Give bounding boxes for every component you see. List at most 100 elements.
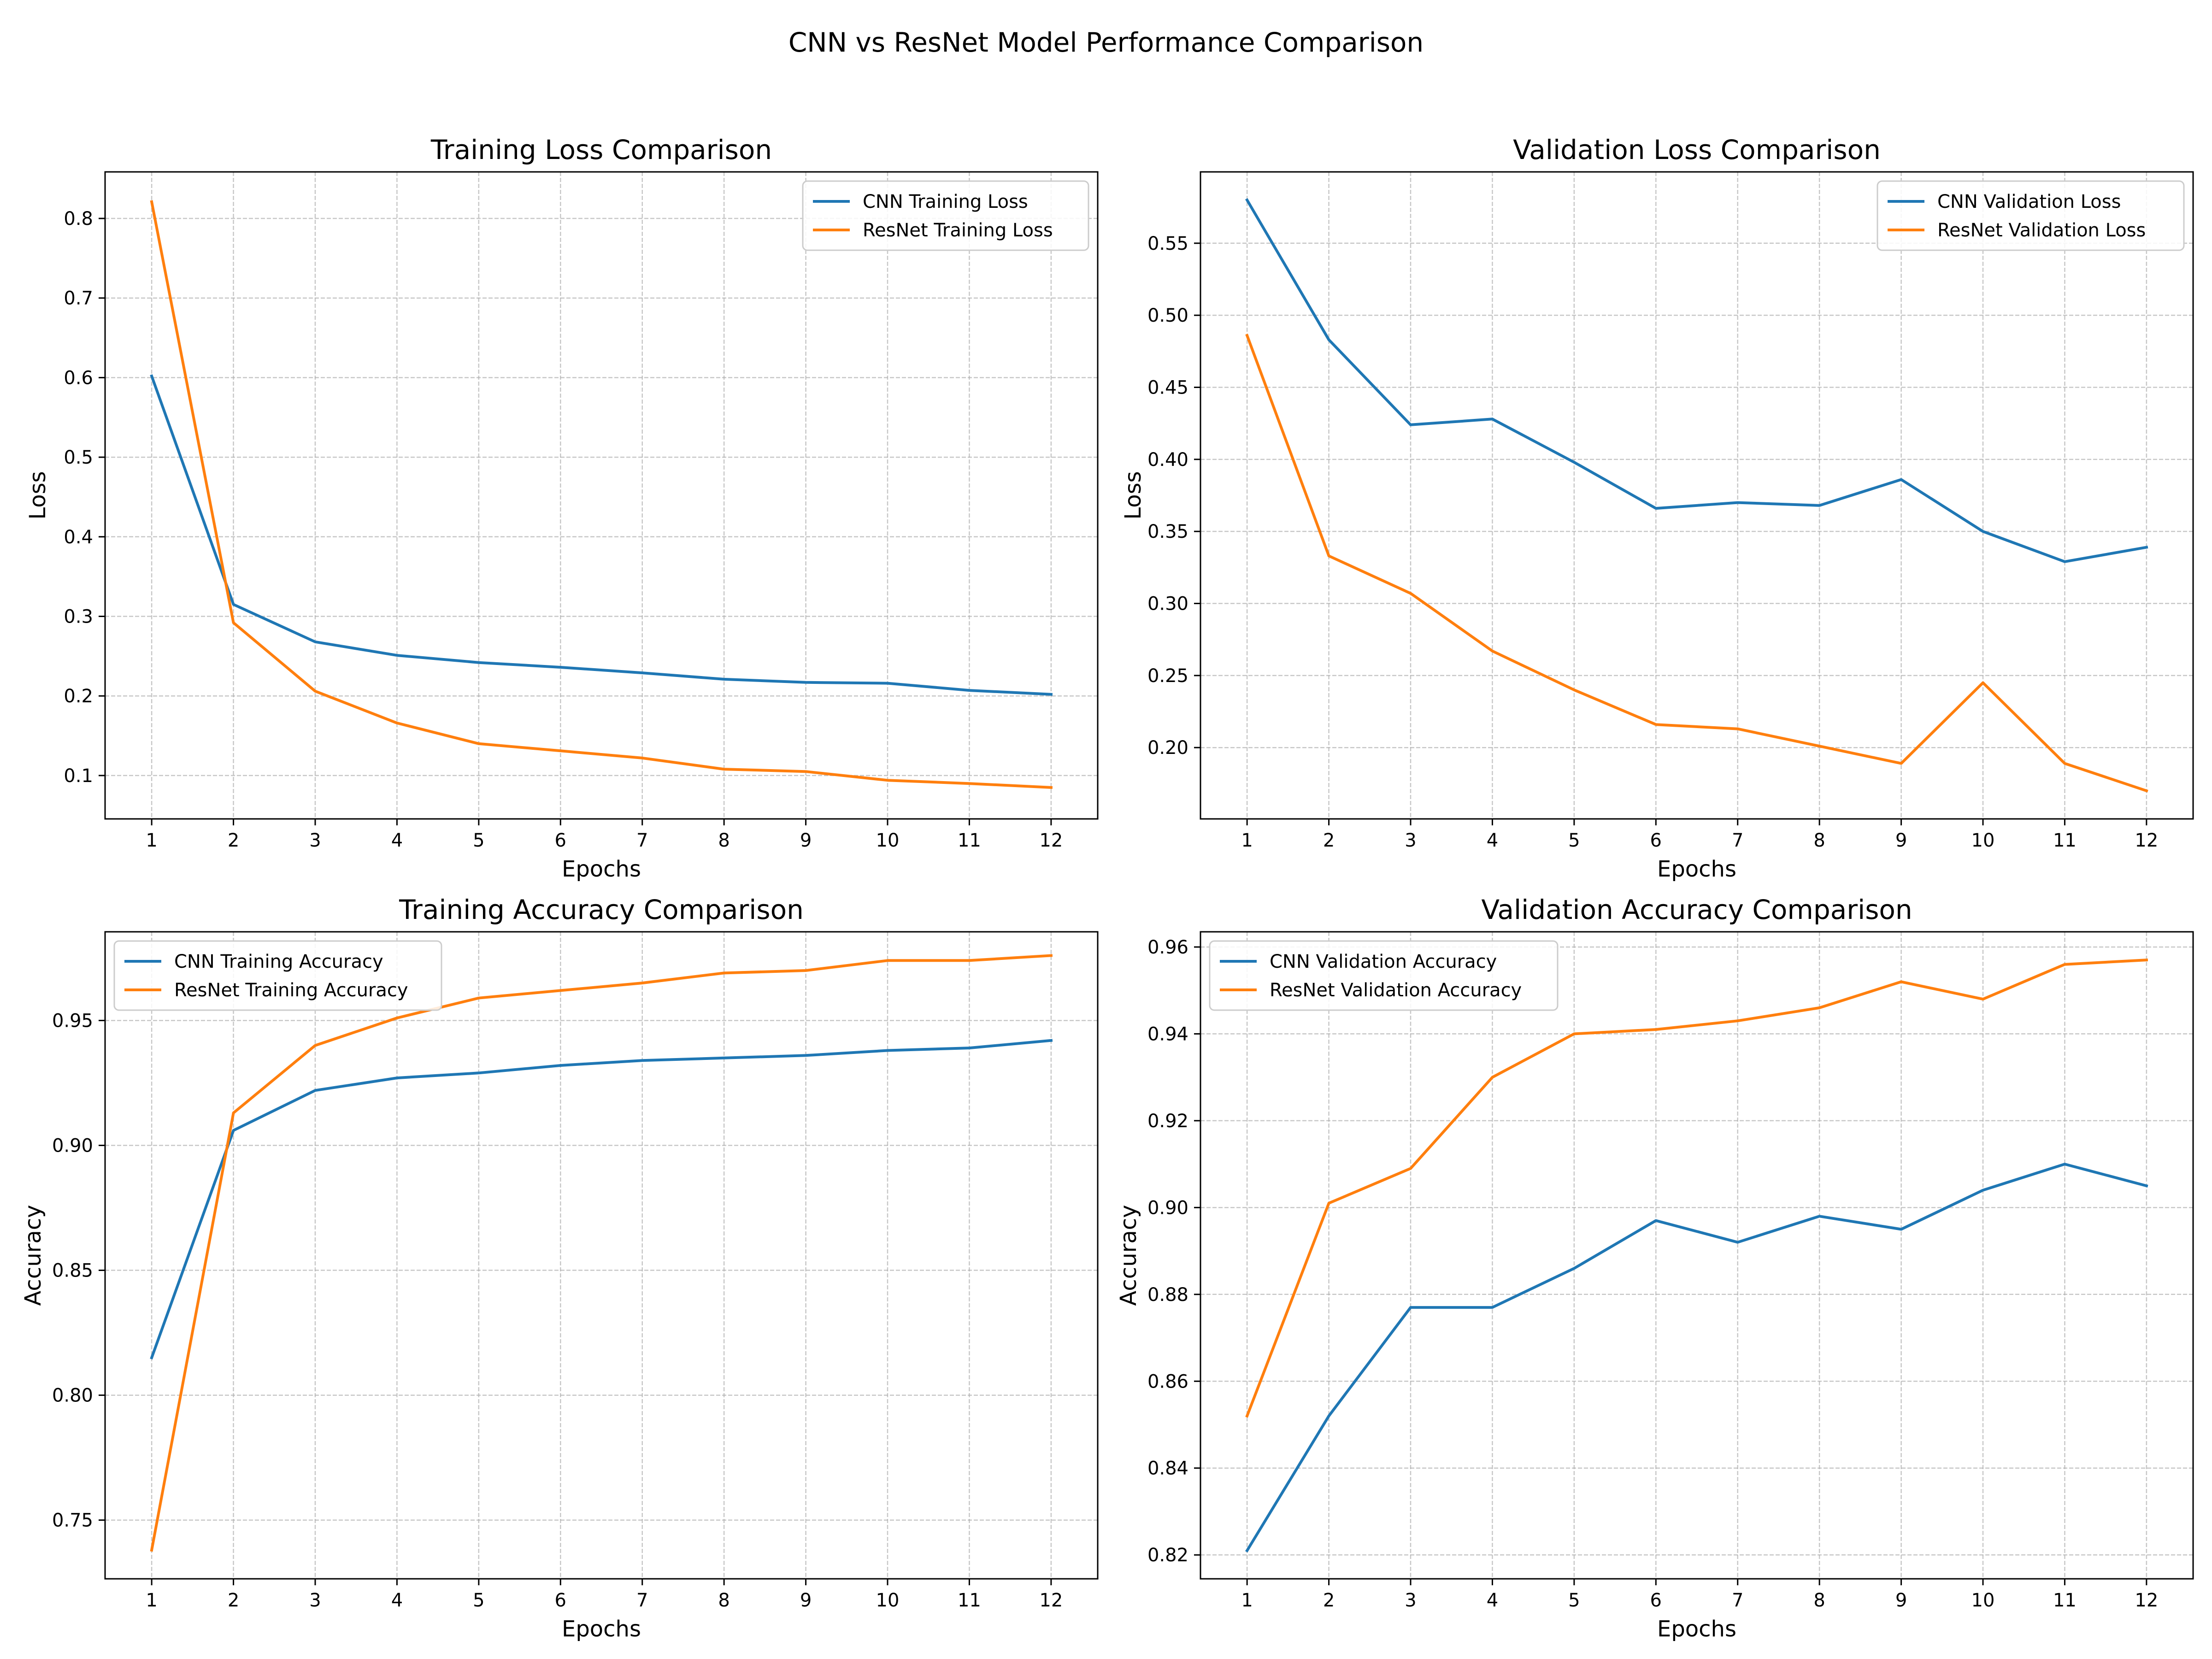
x-tick-label: 9 <box>800 1590 812 1611</box>
y-tick-label: 0.92 <box>1147 1111 1188 1132</box>
legend: CNN Validation Accuracy ResNet Validation… <box>1209 940 1559 1011</box>
x-tick-label: 5 <box>473 1590 484 1611</box>
y-tick-label: 0.90 <box>1147 1197 1188 1218</box>
x-tick-label: 8 <box>1813 1590 1825 1611</box>
legend: CNN Training Accuracy ResNet Training Acc… <box>113 940 442 1011</box>
legend-box <box>113 940 442 1011</box>
x-tick-label: 3 <box>309 830 321 851</box>
subplot-1: 1 2 3 4 5 6 7 8 9 10 11 120.10.20.30.40.50.60.70.8T… <box>25 134 1099 882</box>
y-tick-label: 0.86 <box>1147 1371 1188 1392</box>
y-tick-label: 0.40 <box>1147 449 1188 471</box>
y-axis-label: Accuracy <box>1116 1205 1141 1306</box>
x-tick-label: 1 <box>146 830 157 851</box>
x-tick-label: 12 <box>1039 1590 1063 1611</box>
x-tick-label: 9 <box>800 830 812 851</box>
y-tick-label: 0.94 <box>1147 1024 1188 1045</box>
x-tick-label: 7 <box>636 1590 648 1611</box>
y-tick-label: 0.30 <box>1147 594 1188 615</box>
legend-label-cnn: CNN Validation Accuracy <box>1270 951 1497 972</box>
x-tick-label: 8 <box>1813 830 1825 851</box>
subplot-title: Training Loss Comparison <box>430 134 772 165</box>
y-tick-label: 0.90 <box>52 1135 93 1156</box>
cnn-series-line <box>150 1039 1053 1360</box>
gridlines <box>105 172 1098 819</box>
y-tick-label: 0.35 <box>1147 521 1188 542</box>
y-tick-label: 0.45 <box>1147 377 1188 398</box>
resnet-series-line <box>1245 334 2148 793</box>
x-tick-label: 6 <box>555 1590 566 1611</box>
x-axis-label: Epochs <box>1657 856 1736 882</box>
plot-area <box>105 932 1098 1579</box>
plot-area <box>1200 172 2193 819</box>
gridlines <box>1200 172 2193 819</box>
legend-label-resnet: ResNet Training Loss <box>863 220 1053 241</box>
legend-label-resnet: ResNet Validation Loss <box>1937 220 2146 241</box>
axes-frame <box>1200 171 2194 820</box>
legend: CNN Training Loss ResNet Training Loss <box>802 180 1089 251</box>
y-tick-label: 0.80 <box>52 1385 93 1406</box>
x-tick-label: 2 <box>1323 1590 1335 1611</box>
y-tick-label: 0.5 <box>64 447 93 468</box>
legend-label-resnet: ResNet Validation Accuracy <box>1270 980 1522 1001</box>
x-tick-label: 4 <box>391 830 403 851</box>
y-tick-label: 0.1 <box>64 765 93 787</box>
x-tick-label: 7 <box>1732 830 1743 851</box>
y-tick-label: 0.25 <box>1147 665 1188 687</box>
x-tick-label: 12 <box>2135 1590 2158 1611</box>
y-tick-label: 0.20 <box>1147 737 1188 759</box>
legend-label-cnn: CNN Training Loss <box>863 191 1028 212</box>
y-tick-label: 0.6 <box>64 367 93 388</box>
subplot-title: Training Accuracy Comparison <box>399 894 804 925</box>
x-tick-label: 1 <box>1241 830 1253 851</box>
axes-frame <box>1200 931 2194 1580</box>
subplot-3: 1 2 3 4 5 6 7 8 9 10 11 120.750.800.850.900.95Train… <box>20 894 1099 1642</box>
x-axis-label: Epochs <box>1657 1616 1736 1642</box>
x-tick-label: 4 <box>391 1590 403 1611</box>
x-tick-label: 3 <box>1405 1590 1416 1611</box>
axes-frame <box>104 931 1099 1580</box>
x-tick-label: 10 <box>876 1590 900 1611</box>
y-tick-label: 0.7 <box>64 288 93 309</box>
legend-label-cnn: CNN Validation Loss <box>1937 191 2121 212</box>
y-tick-label: 0.55 <box>1147 233 1188 254</box>
x-tick-label: 11 <box>2053 830 2077 851</box>
x-tick-label: 7 <box>1732 1590 1743 1611</box>
x-tick-label: 8 <box>718 1590 729 1611</box>
y-tick-label: 0.2 <box>64 686 93 707</box>
y-tick-label: 0.3 <box>64 606 93 627</box>
y-tick-label: 0.95 <box>52 1010 93 1031</box>
subplot-title: Validation Accuracy Comparison <box>1481 894 1912 925</box>
x-tick-label: 5 <box>473 830 484 851</box>
y-axis-label: Loss <box>25 471 51 519</box>
subplot-title: Validation Loss Comparison <box>1513 134 1881 165</box>
cnn-series-line <box>1245 1163 2148 1553</box>
y-tick-label: 0.88 <box>1147 1284 1188 1306</box>
cnn-series-line <box>150 374 1053 696</box>
x-tick-label: 5 <box>1568 1590 1580 1611</box>
x-tick-label: 9 <box>1895 1590 1907 1611</box>
x-tick-label: 6 <box>1650 1590 1662 1611</box>
x-tick-label: 12 <box>1039 830 1063 851</box>
x-tick-label: 2 <box>1323 830 1335 851</box>
legend-label-cnn: CNN Training Accuracy <box>174 951 383 972</box>
x-tick-label: 2 <box>228 830 239 851</box>
y-tick-label: 0.96 <box>1147 937 1188 958</box>
legend: CNN Validation Loss ResNet Validation Los… <box>1877 180 2185 251</box>
y-tick-label: 0.8 <box>64 208 93 229</box>
y-tick-label: 0.75 <box>52 1510 93 1531</box>
x-tick-label: 10 <box>1971 830 1995 851</box>
cnn-series-line <box>1245 198 2148 563</box>
x-tick-label: 9 <box>1895 830 1907 851</box>
axes-frame <box>104 171 1099 820</box>
x-tick-label: 11 <box>958 830 981 851</box>
figure-title: CNN vs ResNet Model Performance Comparis… <box>788 27 1424 58</box>
x-tick-label: 8 <box>718 830 729 851</box>
x-tick-label: 4 <box>1487 1590 1498 1611</box>
x-tick-label: 4 <box>1487 830 1498 851</box>
x-tick-label: 11 <box>2053 1590 2077 1611</box>
y-tick-label: 0.84 <box>1147 1458 1188 1479</box>
y-axis-label: Accuracy <box>20 1205 46 1306</box>
x-tick-label: 1 <box>1241 1590 1253 1611</box>
x-axis-label: Epochs <box>562 856 641 882</box>
